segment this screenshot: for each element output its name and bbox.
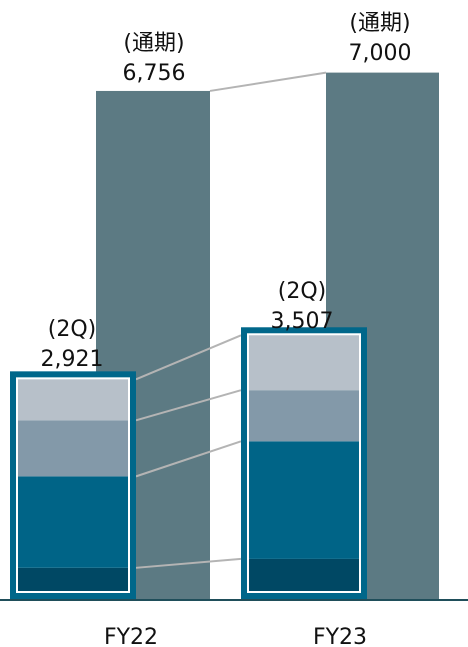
connector-lines (135, 71, 327, 569)
connector-segment-1 (135, 557, 242, 569)
annual-label-fy23-period: (通期) (349, 11, 410, 36)
half-bar-segment-fy23-1 (249, 558, 359, 591)
half-bar-segment-fy22-3 (18, 420, 128, 477)
half-bar-segment-fy22-1 (18, 567, 128, 591)
half-label-fy22-period: (2Q) (48, 317, 96, 342)
half-bar-segment-fy23-3 (249, 390, 359, 442)
annual-label-fy23-value: 7,000 (349, 41, 412, 66)
half-label-fy22-value: 2,921 (41, 347, 104, 372)
half-bar-segment-fy22-2 (18, 476, 128, 568)
connector-annual (209, 71, 327, 92)
connector-segment-3 (135, 389, 242, 422)
half-label-fy23-value: 3,507 (271, 309, 334, 334)
x-tick-fy23: FY23 (313, 625, 367, 647)
half-year-bars (10, 327, 367, 599)
connector-segment-2 (135, 440, 242, 478)
half-bar-segment-fy22-4 (18, 379, 128, 421)
annual-label-fy22-period: (通期) (123, 31, 184, 56)
half-bar-segment-fy23-4 (249, 335, 359, 391)
connector-segment-4 (135, 334, 242, 381)
half-label-fy23-period: (2Q) (278, 279, 326, 304)
x-tick-fy22: FY22 (104, 625, 158, 647)
half-bar-segment-fy23-2 (249, 441, 359, 559)
annual-label-fy22-value: 6,756 (123, 61, 186, 86)
